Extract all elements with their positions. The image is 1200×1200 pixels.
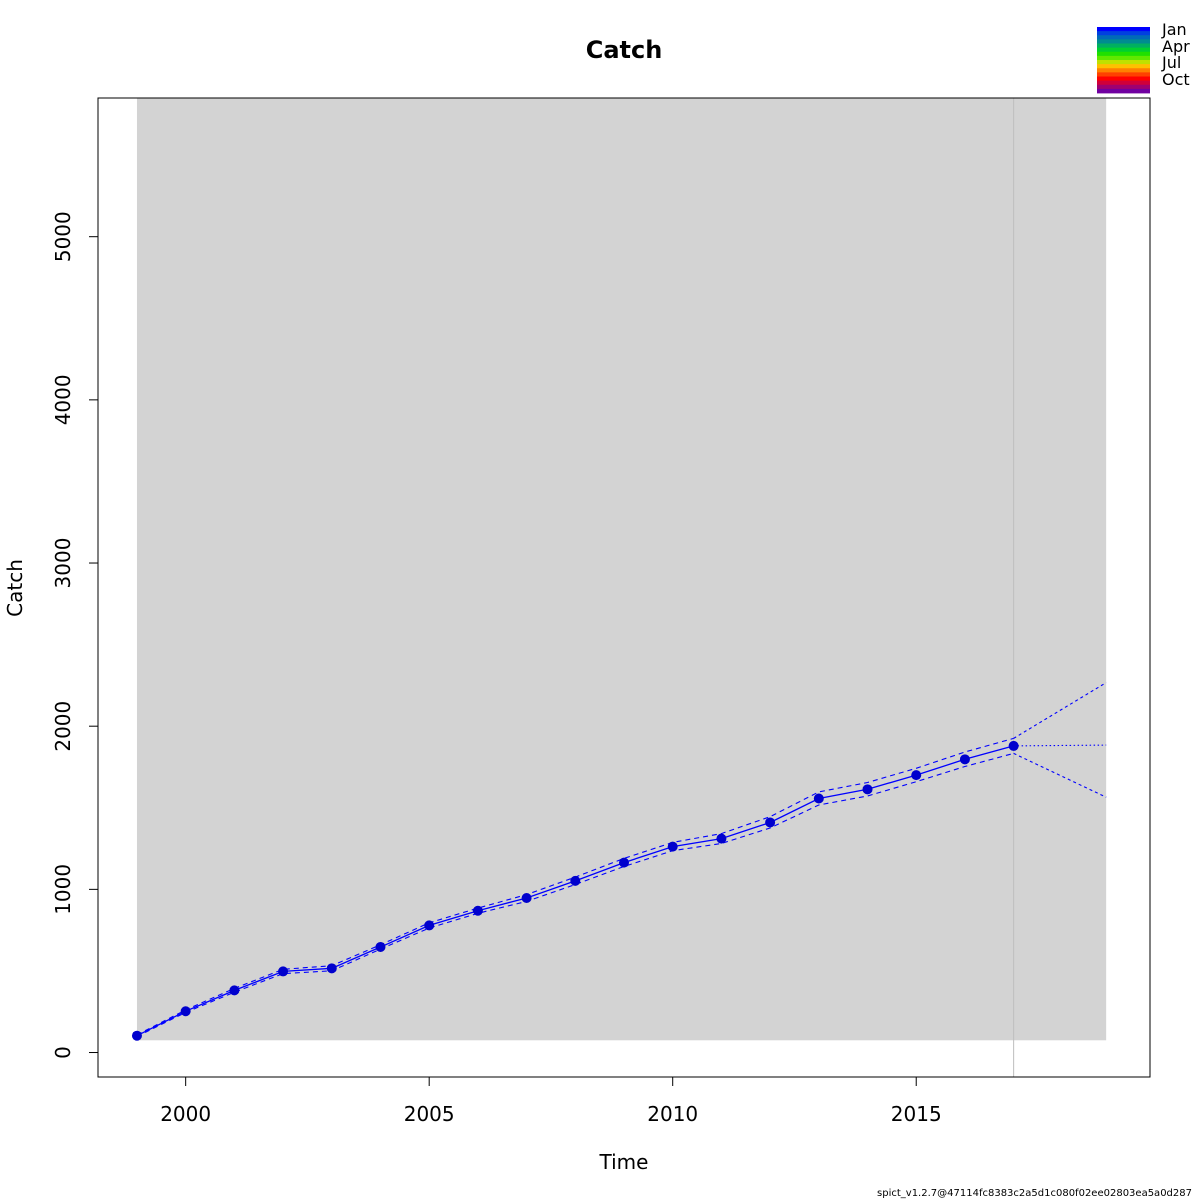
y-tick-label-3000: 3000: [51, 538, 75, 589]
x-tick-label-2000: 2000: [160, 1102, 211, 1126]
x-tick-label-2005: 2005: [404, 1102, 455, 1126]
data-point-2000: [180, 1006, 191, 1017]
y-tick-label-5000: 5000: [51, 211, 75, 262]
legend-swatch: [1097, 64, 1150, 69]
legend-label-jul: Jul: [1161, 53, 1181, 72]
legend-swatch: [1097, 31, 1150, 36]
legend-swatch: [1097, 43, 1150, 49]
legend-swatch: [1097, 80, 1150, 86]
legend-swatch: [1097, 55, 1150, 61]
chart-title: Catch: [586, 36, 663, 64]
data-point-2013: [813, 793, 824, 804]
data-point-2012: [765, 817, 776, 828]
y-axis-label: Catch: [3, 559, 27, 617]
y-tick-label-2000: 2000: [51, 701, 75, 752]
data-point-2001: [229, 985, 240, 996]
legend-swatch: [1097, 68, 1150, 73]
legend-label-apr: Apr: [1162, 37, 1190, 56]
data-point-2003: [326, 963, 337, 974]
data-point-2016: [959, 754, 970, 765]
data-point-2015: [911, 770, 922, 781]
legend-swatch: [1097, 76, 1150, 82]
legend-label-oct: Oct: [1162, 70, 1190, 89]
x-tick-label-2015: 2015: [891, 1102, 942, 1126]
x-axis: 2000 2005 2010 2015: [160, 1076, 942, 1126]
legend-swatch: [1097, 51, 1150, 57]
legend-swatch: [1097, 88, 1150, 94]
legend-swatch: [1097, 72, 1150, 77]
legend-label-jan: Jan: [1161, 20, 1187, 39]
data-point-2005: [424, 920, 435, 931]
data-point-2004: [375, 941, 386, 952]
data-point-2002: [278, 966, 289, 977]
y-tick-label-0: 0: [51, 1046, 75, 1059]
legend-swatch: [1097, 47, 1150, 53]
data-point-2006: [472, 905, 483, 916]
plot-area: [131, 98, 1107, 1077]
footnote: spict_v1.2.7@47114fc8383c2a5d1c080f02ee0…: [877, 1188, 1192, 1199]
data-point-2009: [619, 857, 629, 868]
legend-swatch: [1097, 60, 1150, 65]
data-point-2014: [862, 784, 873, 795]
y-axis: 0 1000 2000 3000 4000 5000: [51, 211, 99, 1059]
series-line-forecast-upper: [1013, 682, 1107, 739]
series-line-forecast-lower: [1013, 752, 1107, 798]
data-point-2017: [1008, 740, 1019, 751]
y-tick-label-1000: 1000: [51, 864, 75, 915]
data-point-1999: [131, 1030, 142, 1041]
data-point-2008: [570, 875, 581, 886]
shaded-region: [136, 98, 1107, 1041]
data-point-2010: [667, 841, 678, 852]
legend-swatch: [1097, 39, 1150, 44]
legend-swatch: [1097, 84, 1150, 90]
x-axis-label: Time: [599, 1150, 649, 1174]
legend-swatch: [1097, 27, 1150, 32]
y-tick-label-4000: 4000: [51, 374, 75, 425]
x-tick-label-2010: 2010: [647, 1102, 698, 1126]
series-line-forecast: [1013, 744, 1107, 747]
legend-swatch: [1097, 35, 1150, 40]
data-point-2011: [716, 833, 727, 844]
data-point-2007: [521, 893, 532, 904]
